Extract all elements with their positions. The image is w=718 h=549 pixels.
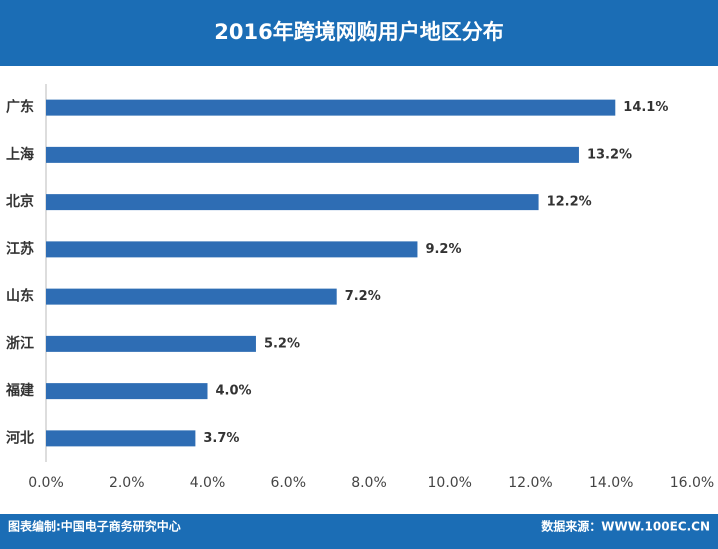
- x-tick-label: 6.0%: [270, 475, 306, 491]
- bar: [46, 146, 579, 163]
- chart-title: 2016年跨境网购用户地区分布: [214, 20, 503, 44]
- data-label: 14.1%: [623, 100, 668, 115]
- y-tick-label: 广东: [6, 99, 34, 116]
- data-label: 12.2%: [547, 195, 592, 210]
- footer-band: [0, 514, 718, 549]
- data-label: 4.0%: [216, 384, 252, 399]
- bar: [46, 194, 539, 211]
- header-band: [0, 0, 718, 66]
- bar: [46, 288, 337, 305]
- x-tick-label: 12.0%: [508, 475, 552, 491]
- data-label: 9.2%: [425, 242, 461, 257]
- data-label: 3.7%: [203, 431, 239, 446]
- y-tick-label: 山东: [6, 288, 34, 305]
- y-tick-label: 浙江: [6, 335, 34, 352]
- bar: [46, 335, 256, 352]
- footer-left: 图表编制:中国电子商务研究中心: [8, 519, 181, 534]
- y-tick-label: 上海: [6, 146, 34, 163]
- bar: [46, 241, 418, 258]
- x-tick-label: 16.0%: [670, 475, 714, 491]
- bar: [46, 430, 196, 447]
- x-tick-label: 4.0%: [190, 475, 226, 491]
- bar: [46, 99, 616, 116]
- x-tick-label: 14.0%: [589, 475, 633, 491]
- data-label: 7.2%: [345, 289, 381, 304]
- y-tick-label: 江苏: [6, 240, 34, 257]
- x-tick-label: 8.0%: [351, 475, 387, 491]
- x-tick-label: 0.0%: [28, 475, 64, 491]
- x-tick-label: 10.0%: [428, 475, 472, 491]
- bar: [46, 383, 208, 400]
- data-label: 5.2%: [264, 336, 300, 351]
- x-tick-label: 2.0%: [109, 475, 145, 491]
- y-tick-label: 河北: [6, 429, 34, 446]
- y-tick-label: 北京: [6, 193, 34, 210]
- data-label: 13.2%: [587, 147, 632, 162]
- y-tick-label: 福建: [5, 382, 34, 399]
- footer-right: 数据来源：WWW.100EC.CN: [541, 519, 710, 534]
